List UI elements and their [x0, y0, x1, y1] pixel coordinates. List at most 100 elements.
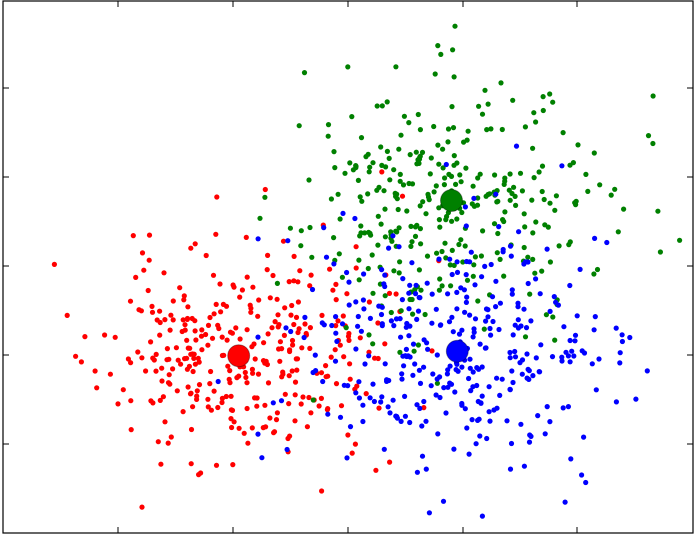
scatter-point [170, 317, 176, 323]
scatter-point [538, 342, 544, 348]
scatter-point [438, 322, 444, 328]
scatter-point [414, 402, 420, 408]
scatter-point [366, 229, 372, 235]
scatter-point [270, 272, 276, 279]
scatter-point [381, 281, 387, 287]
scatter-point [645, 133, 652, 139]
scatter-point [562, 499, 568, 505]
scatter-point [196, 382, 203, 388]
scatter-point [529, 197, 535, 203]
scatter-point [621, 206, 627, 212]
scatter-point [347, 376, 353, 382]
scatter-point [550, 314, 556, 320]
scatter-point [365, 191, 371, 197]
scatter-point [415, 111, 421, 118]
scatter-point [501, 218, 507, 225]
scatter-point [491, 221, 498, 227]
scatter-point [504, 418, 510, 424]
scatter-point [604, 239, 610, 246]
scatter-point [421, 398, 427, 405]
scatter-point [327, 266, 333, 272]
scatter-point [409, 296, 415, 303]
scatter-point [506, 187, 512, 193]
scatter-point [402, 413, 408, 419]
scatter-point [449, 271, 455, 278]
scatter-point [265, 252, 271, 258]
scatter-point [297, 268, 303, 274]
scatter-point [434, 352, 440, 358]
scatter-point [287, 347, 293, 353]
scatter-point [281, 332, 287, 338]
scatter-point [337, 342, 343, 348]
scatter-point [477, 341, 483, 347]
scatter-point [378, 399, 384, 405]
scatter-point [508, 440, 515, 447]
scatter-point [161, 270, 167, 276]
scatter-point [270, 400, 276, 406]
scatter-point [244, 274, 250, 280]
scatter-point [613, 399, 620, 405]
scatter-point [250, 370, 256, 376]
scatter-point [157, 397, 163, 403]
scatter-point [544, 246, 550, 252]
scatter-point [406, 290, 412, 296]
scatter-point [486, 384, 492, 390]
scatter-point [194, 396, 200, 402]
scatter-point [300, 394, 306, 400]
scatter-point [224, 337, 230, 343]
scatter-point [248, 309, 254, 315]
scatter-point [528, 318, 534, 324]
scatter-point [378, 311, 385, 318]
scatter-point [493, 304, 499, 310]
scatter-point [407, 323, 413, 329]
scatter-point [208, 407, 214, 413]
scatter-point [644, 368, 650, 374]
scatter-point [475, 175, 481, 181]
scatter-point [292, 392, 298, 398]
scatter-point [472, 254, 478, 260]
scatter-point [396, 146, 402, 152]
scatter-point [342, 170, 348, 176]
scatter-point [507, 466, 514, 472]
scatter-point [581, 434, 587, 440]
scatter-point [389, 238, 395, 244]
scatter-point [150, 400, 156, 406]
scatter-point [549, 354, 556, 360]
scatter-point [107, 371, 113, 377]
scatter-point [280, 371, 286, 377]
scatter-point [454, 259, 460, 265]
scatter-point [517, 360, 523, 366]
scatter-point [488, 261, 494, 268]
scatter-point [375, 213, 381, 219]
scatter-point [452, 23, 458, 29]
scatter-point [539, 268, 545, 274]
scatter-point [440, 165, 446, 171]
scatter-point [459, 209, 465, 216]
scatter-point [463, 223, 469, 229]
scatter-point [353, 346, 359, 352]
scatter-point [229, 407, 236, 413]
scatter-point [250, 284, 256, 290]
scatter-point [556, 243, 562, 249]
scatter-point [333, 314, 339, 320]
scatter-point [447, 256, 453, 262]
scatter-point [78, 359, 84, 365]
scatter-point [448, 381, 455, 387]
scatter-point [313, 368, 319, 374]
scatter-point [145, 287, 151, 294]
scatter-point [231, 284, 237, 290]
scatter-point [296, 123, 302, 129]
scatter-point [236, 425, 242, 431]
scatter-point [474, 382, 480, 389]
scatter-point [521, 306, 527, 312]
scatter-point [465, 128, 471, 134]
scatter-point [421, 337, 427, 343]
scatter-point [591, 271, 597, 277]
scatter-point [260, 425, 266, 431]
scatter-point [547, 419, 553, 425]
scatter-point [447, 262, 453, 268]
scatter-point [170, 366, 176, 372]
scatter-point [518, 323, 524, 329]
scatter-point [398, 334, 404, 340]
scatter-point [496, 326, 502, 333]
